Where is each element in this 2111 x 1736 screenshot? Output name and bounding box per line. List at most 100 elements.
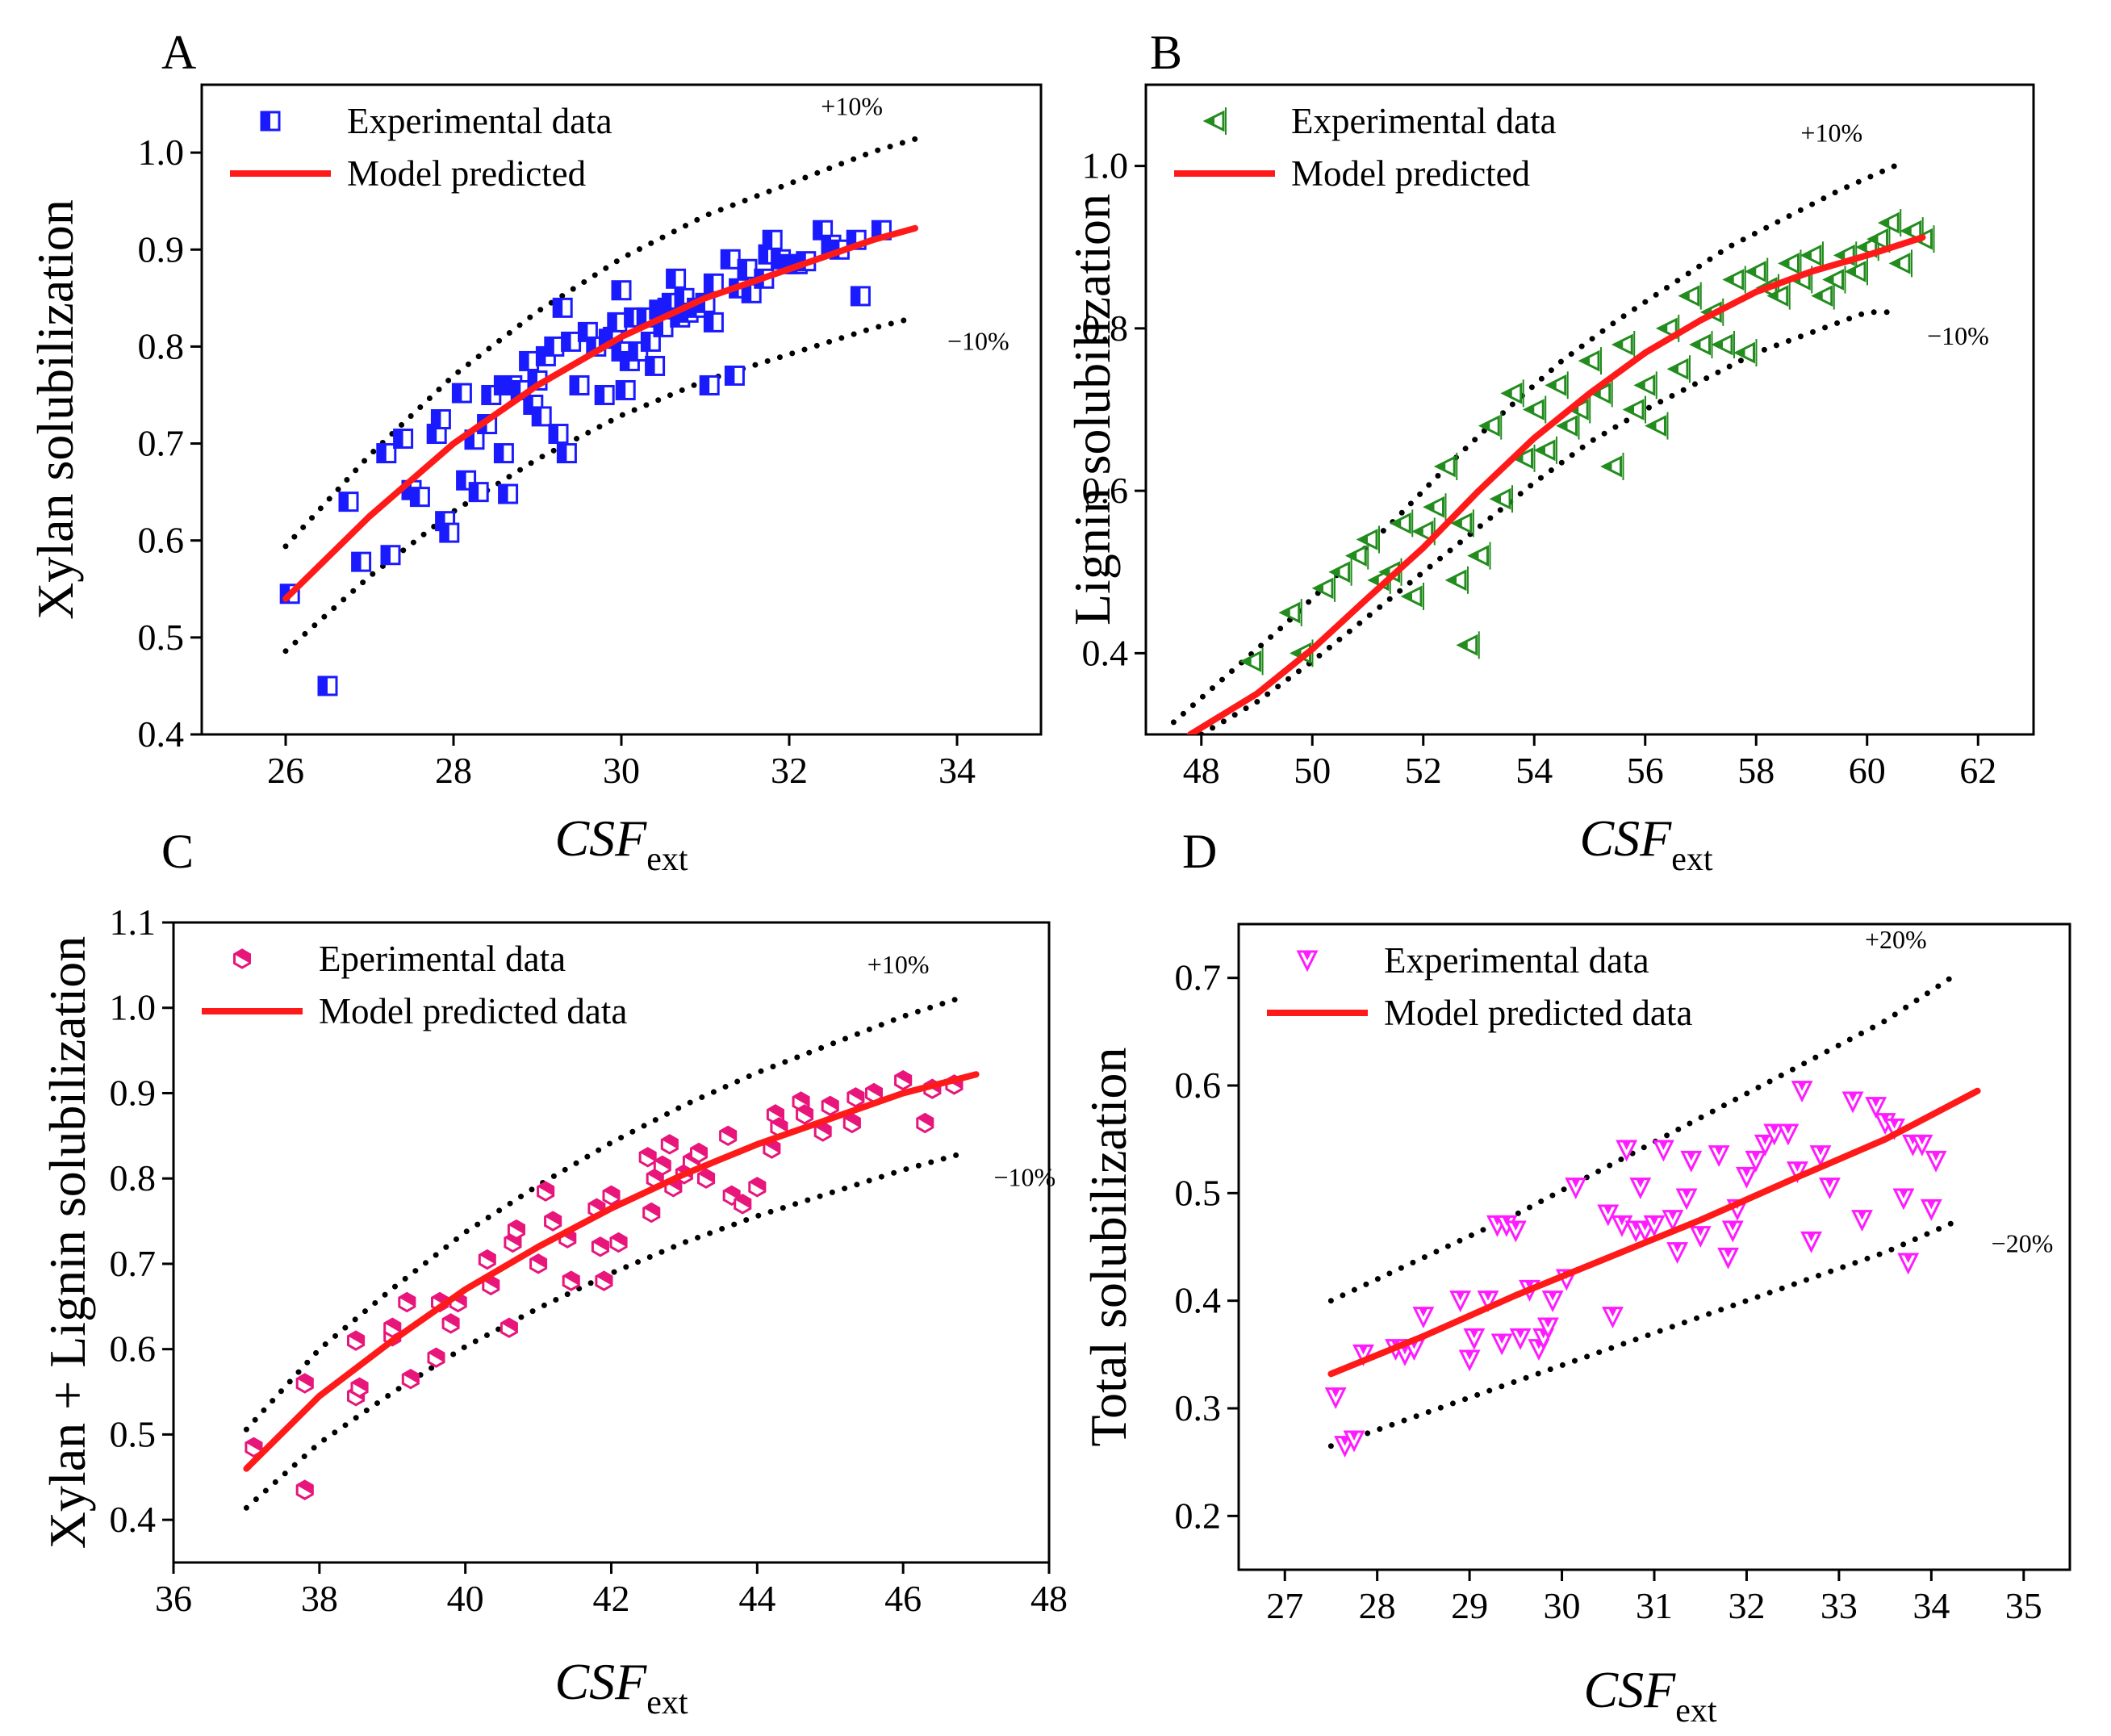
panel-c-data-point-half (297, 1374, 313, 1388)
panel-c-data-point (529, 1253, 548, 1274)
panel-a-data-point (531, 406, 552, 427)
panel-a-data-point-half (587, 337, 596, 356)
panel-b-letter: B (1150, 26, 1182, 79)
panel-d-data-point (1629, 1178, 1652, 1200)
panel-a-data-point-half (771, 250, 781, 269)
panel-c-data-point-half (508, 1220, 525, 1235)
panel-b-data-point (1800, 241, 1824, 270)
panel-a-data-point-half (742, 284, 752, 303)
panel-a-data-point-half (637, 308, 647, 327)
panel-a-data-point (451, 383, 472, 404)
panel-b-x-tick-label: 48 (1183, 750, 1220, 791)
panel-a-data-point-half (621, 352, 630, 370)
panel-d-data-point (1721, 1220, 1744, 1243)
panel-d-x-tick-label: 28 (1359, 1585, 1396, 1626)
panel-b-x-tick-label: 62 (1959, 750, 1996, 791)
panel-c-data-point-half (698, 1169, 714, 1183)
panel-d-data-point (1352, 1344, 1374, 1366)
panel-a-data-point-half (524, 395, 533, 414)
panel-b-data-point (1356, 525, 1380, 554)
panel-a-data-point-half (428, 425, 437, 443)
panel-c-x-tick-label: 46 (884, 1578, 922, 1619)
panel-a-data-point-half (457, 471, 466, 490)
panel-a-data-point-half (554, 299, 563, 317)
panel-b-data-point (1533, 436, 1557, 464)
panel-d-data-point-half (1751, 1152, 1761, 1161)
panel-d-data-point (1343, 1430, 1365, 1453)
panel-b-data-point (1278, 599, 1302, 627)
panel-c-data-point-half (352, 1378, 368, 1392)
panel-a-data-point (493, 443, 514, 464)
panel-b-data-point (1311, 574, 1336, 602)
panel-d-data-point-half (1673, 1243, 1683, 1253)
panel-a-plot-frame (200, 83, 1043, 736)
panel-c-data-point-half (724, 1186, 740, 1200)
panel-d-data-point (1504, 1220, 1527, 1243)
panel-d-data-point (1819, 1178, 1841, 1200)
panel-a: A 26 28 30 32 34 0.4 0.5 0.6 0.7 0.8 0.9 1.0 CSFext Xy… (27, 26, 1043, 878)
panel-d-data-point-half (1783, 1125, 1793, 1134)
panel-b-data-point-half (1724, 275, 1734, 284)
panel-b-data-point (1733, 339, 1758, 367)
panel-b-data-point-half (1714, 340, 1723, 349)
panel-b-data-point-half (1780, 258, 1790, 268)
panel-b-x-tick-label: 60 (1849, 750, 1886, 791)
panel-a-data-point-half (579, 323, 588, 341)
panel-a-data-point (762, 229, 783, 250)
panel-c-y-tick-label: 1.1 (110, 901, 157, 943)
panel-b-x-axis-title: CSFext (1579, 809, 1712, 878)
panel-b-data-point (1328, 558, 1352, 586)
panel-a-x-axis-title: CSFext (554, 809, 688, 878)
panel-d-data-point (1602, 1307, 1624, 1329)
panel-d-data-point (1897, 1253, 1920, 1275)
panel-b-data-point-half (1625, 405, 1634, 414)
panel-c-data-point-half (767, 1105, 784, 1119)
panel-a-data-point-half (340, 492, 349, 511)
panel-d-data-point-half (1797, 1081, 1807, 1091)
panel-d-lower-band-label: −20% (1992, 1229, 2054, 1258)
panel-d-data-point (1689, 1226, 1712, 1249)
panel-b-data-point-half (1880, 218, 1890, 228)
panel-b-data-point (1689, 331, 1713, 358)
panel-a-data-point-half (679, 303, 689, 322)
panel-a-y-tick-label: 0.9 (138, 228, 185, 270)
panel-a-data-point-half (780, 255, 789, 274)
panel-a-data-point-half (704, 274, 714, 293)
panel-a-data-point (548, 424, 569, 445)
panel-c-data-point (796, 1104, 814, 1125)
panel-a-data-point (376, 443, 397, 464)
panel-b-x-tick-label: 52 (1405, 750, 1442, 791)
panel-a-data-point-half (788, 255, 798, 274)
panel-d-data-point-half (1349, 1432, 1359, 1441)
panel-c-lower-band-label: −10% (994, 1163, 1056, 1192)
panel-b-data-point-half (1603, 462, 1612, 471)
panel-b-data-point-half (1847, 266, 1856, 276)
panel-c-data-point-half (866, 1084, 882, 1098)
panel-c-data-point (894, 1069, 913, 1091)
panel-a-data-point-half (759, 245, 768, 264)
panel-a-y-tick-label: 0.4 (138, 713, 185, 755)
panel-b-model-line (1187, 234, 1926, 734)
panel-c-data-point-half (563, 1272, 579, 1286)
panel-d-lower-band (1327, 1217, 1963, 1449)
panel-c-data-point-half (796, 1105, 813, 1119)
panel-d-data-point-half (1668, 1211, 1678, 1220)
panel-a-y-axis-title: Xylan solubilization (27, 199, 84, 620)
panel-b-x-tick-label: 58 (1737, 750, 1774, 791)
panel-d-data-point (1536, 1317, 1559, 1340)
panel-c-x-axis-title-subscript: ext (646, 1684, 688, 1721)
panel-a-data-point (703, 312, 724, 333)
panel-d-data-point (1851, 1210, 1873, 1232)
panel-d-data-point-half (1687, 1152, 1696, 1161)
panel-b-data-point-half (1536, 446, 1545, 455)
panel-a-data-point-half (763, 231, 773, 249)
panel-a-data-point-half (520, 352, 529, 370)
panel-b-data-point-half (1658, 324, 1668, 333)
panel-c-data-point-half (245, 1438, 261, 1452)
panel-a-data-point-half (642, 333, 651, 351)
panel-c-data-point-half (822, 1097, 838, 1111)
panel-c-y-axis-title: Xylan + Lignin solubilization (39, 936, 96, 1550)
panel-b-y-tick-label: 1.0 (1082, 145, 1129, 186)
panel-d-legend-marker-half (1302, 952, 1312, 960)
panel-b-data-point (1400, 582, 1424, 610)
